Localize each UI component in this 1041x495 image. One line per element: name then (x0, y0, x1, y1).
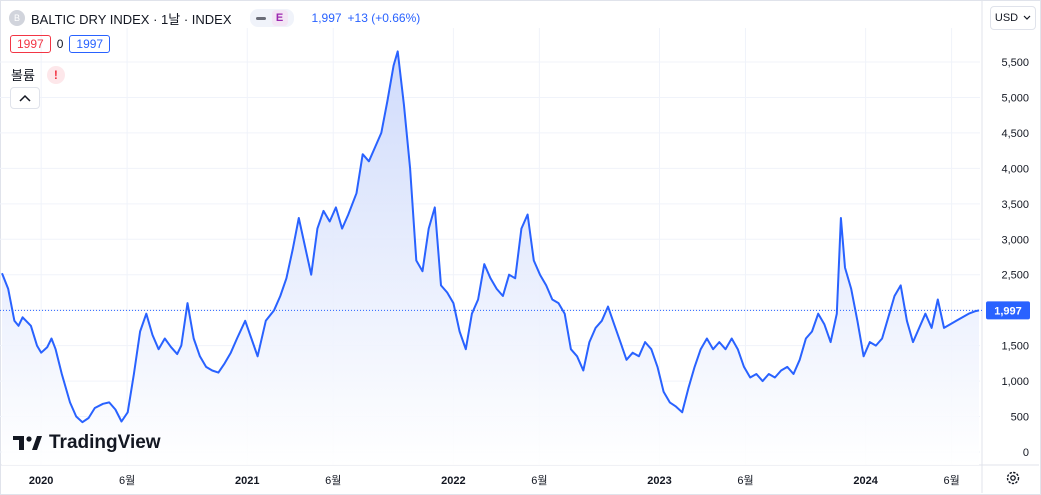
last-price-badge: 1,997 (986, 301, 1030, 320)
price-tick-label: 5,500 (1001, 57, 1029, 69)
tradingview-logo-icon (13, 436, 42, 450)
chevron-down-icon (1023, 15, 1031, 20)
time-tick-label: 2022 (441, 475, 465, 487)
collapse-legend-button[interactable] (10, 87, 40, 109)
time-tick-label: 6월 (325, 474, 341, 487)
currency-label: USD (994, 12, 1019, 24)
price-tick-label: 4,000 (1001, 163, 1029, 175)
price-tick-label: 3,500 (1001, 199, 1029, 211)
time-tick-label: 2024 (853, 475, 878, 487)
series-area (2, 51, 979, 466)
settings-button[interactable] (1003, 468, 1023, 488)
price-tick-label: 1,500 (1001, 341, 1029, 353)
time-axis[interactable]: 2020 6월 2021 6월 2022 6월 2023 6월 2024 6월 (29, 474, 960, 487)
time-tick-label: 2021 (235, 475, 259, 487)
last-price: 1,997 (311, 11, 342, 25)
chevron-up-icon (19, 94, 31, 102)
series-line-path (1, 50, 980, 424)
last-price-badge-label: 1,997 (994, 305, 1022, 317)
price-tick-label: 2,500 (1001, 270, 1029, 282)
series-line (1, 50, 980, 424)
time-tick-label: 2020 (29, 475, 53, 487)
time-tick-label: 6월 (531, 474, 547, 487)
volume-label[interactable]: 볼륨 (11, 68, 35, 83)
price-tick-label: 4,500 (1001, 128, 1029, 140)
buy-button[interactable]: 1997 (69, 35, 111, 53)
trade-buttons: 1997 0 1997 (10, 35, 111, 53)
time-tick-label: 6월 (943, 474, 959, 487)
series-area-fill (2, 51, 979, 466)
last-price-badge-bg (986, 301, 1030, 320)
symbol-title[interactable]: BALTIC DRY INDEX · 1날 · INDEX (31, 11, 232, 27)
time-tick-label: 6월 (737, 474, 753, 487)
warning-icon[interactable]: ! (46, 65, 65, 84)
exchange-pill[interactable]: E (249, 9, 294, 27)
minus-icon (255, 16, 266, 20)
volume-legend: 볼륨 ! (11, 65, 65, 84)
currency-select[interactable]: USD (990, 6, 1036, 30)
price-tick-label: 500 (1011, 412, 1029, 424)
tradingview-logo[interactable]: TradingView (13, 432, 161, 454)
symbol-logo-icon: B (9, 10, 25, 26)
price-tick-label: 5,000 (1001, 92, 1029, 104)
time-tick-label: 6월 (119, 474, 135, 487)
exchange-badge: E (271, 10, 288, 26)
price-axis[interactable]: 05001,0001,5002,0002,5003,0003,5004,0004… (1001, 57, 1029, 459)
gear-icon (1006, 471, 1020, 485)
price-tick-label: 3,000 (1001, 234, 1029, 246)
symbol-header: B BALTIC DRY INDEX · 1날 · INDEX E 1,997 … (9, 8, 420, 28)
price-change: +13 (+0.66%) (347, 11, 421, 25)
spread-value: 0 (56, 37, 64, 51)
sell-button[interactable]: 1997 (10, 35, 51, 53)
price-tick-label: 0 (1023, 447, 1029, 459)
tradingview-logo-text: TradingView (49, 432, 161, 453)
time-tick-label: 2023 (647, 475, 671, 487)
price-tick-label: 1,000 (1001, 376, 1029, 388)
